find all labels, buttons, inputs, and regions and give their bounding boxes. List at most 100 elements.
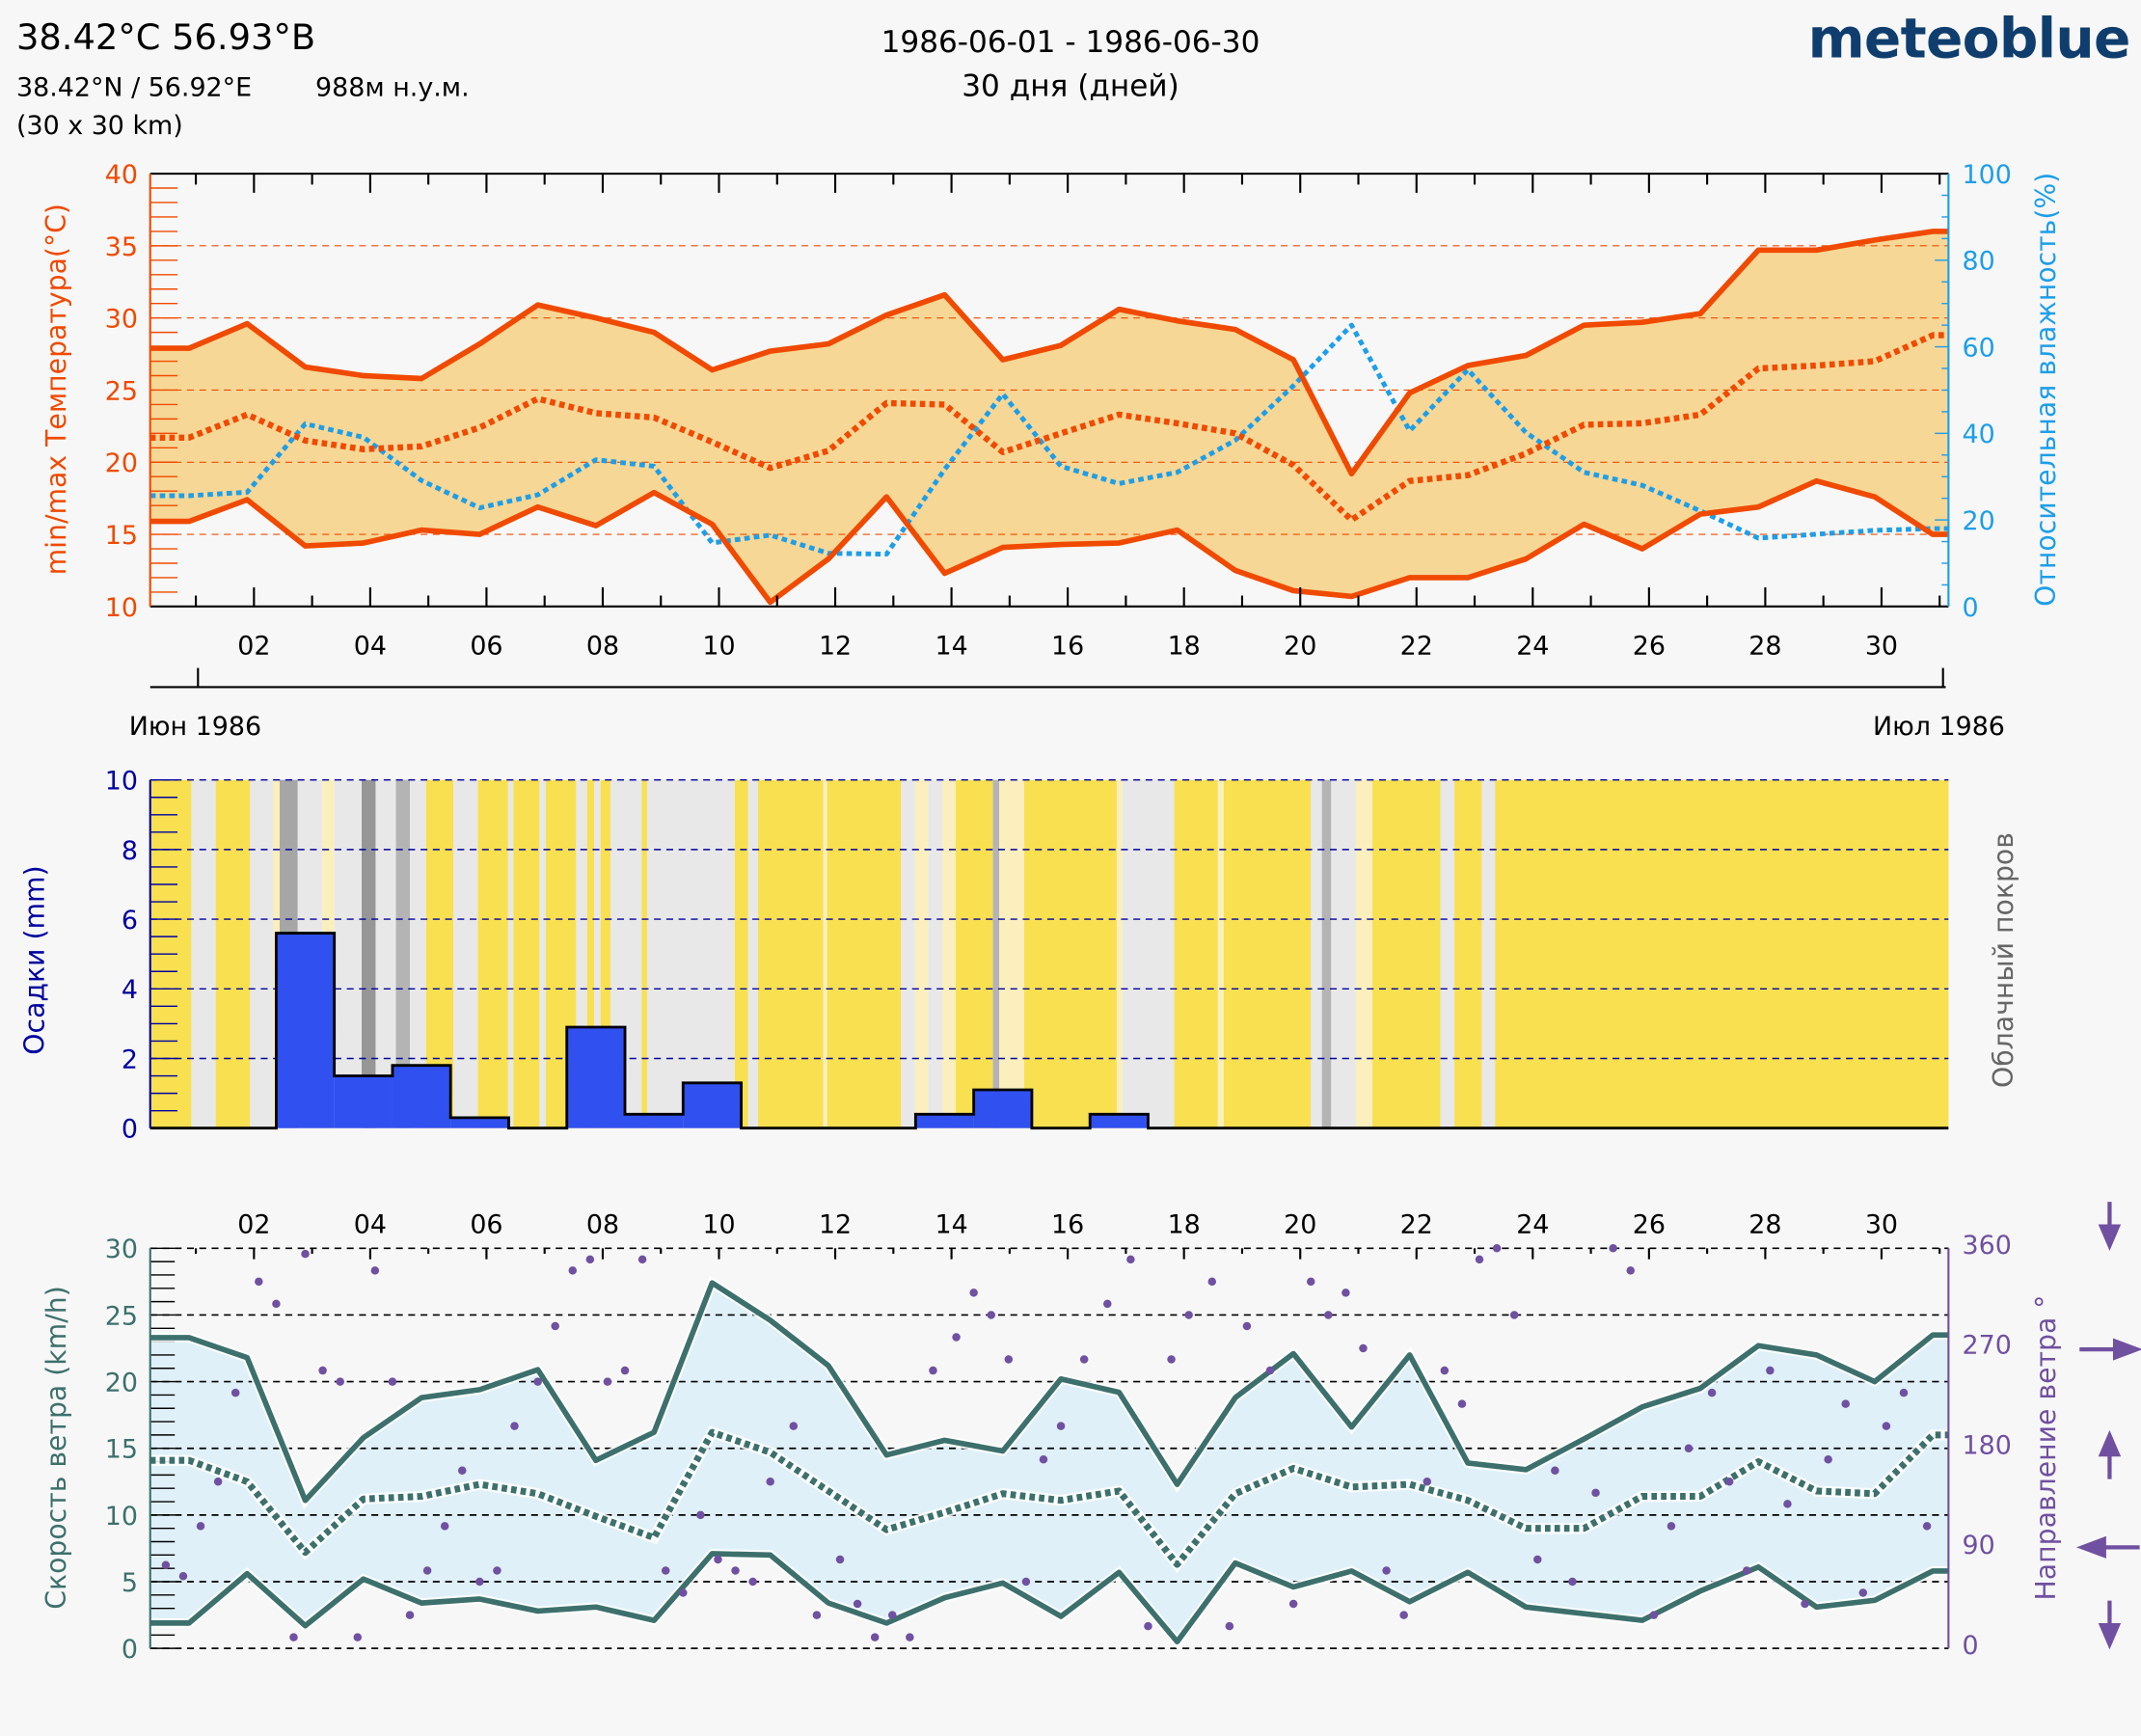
- cloud-cover-band: [395, 779, 411, 1128]
- wind-direction-point: [1766, 1366, 1775, 1375]
- cloud-cover-band: [1481, 779, 1496, 1128]
- cloud-cover-band: [1174, 779, 1218, 1128]
- wind-mean-line: [149, 1428, 1949, 1568]
- y-tick-label: 0: [122, 1635, 138, 1665]
- x-tick-label: 06: [470, 1210, 502, 1240]
- wind-direction-point: [1306, 1277, 1315, 1287]
- cloud-cover-band: [1116, 779, 1123, 1128]
- wind-direction-point: [301, 1249, 310, 1259]
- cloud-cover-band: [507, 779, 514, 1128]
- arrow-up-icon: [2098, 1429, 2122, 1479]
- x-tick-label: 26: [1633, 631, 1666, 661]
- cloud-cover-band: [513, 779, 540, 1128]
- coordinates: 38.42°N / 56.92°E: [16, 72, 252, 102]
- x-tick-label: 18: [1168, 631, 1201, 661]
- x-tick-label: 10: [702, 1210, 735, 1240]
- wind-direction-point: [1707, 1388, 1717, 1397]
- y-axis-title: Осадки (mm): [18, 865, 50, 1054]
- precipitation-cloud-chart: 0 2 4 6 8 10 Осадки (mm) Облачный покров: [18, 767, 2019, 1145]
- wind-direction-point: [1533, 1555, 1542, 1564]
- wind-direction-point: [929, 1366, 937, 1375]
- y-tick-label: 0: [122, 1115, 138, 1145]
- cloud-cover-band: [594, 779, 601, 1128]
- wind-direction-point: [1492, 1244, 1502, 1253]
- cloud-cover-band: [1223, 779, 1312, 1128]
- wind-direction-point: [952, 1333, 961, 1342]
- cloud-cover-band: [914, 779, 929, 1128]
- x-tick-label: 08: [586, 631, 619, 661]
- wind-direction-point: [620, 1366, 630, 1375]
- cloud-cover-band: [1495, 779, 1949, 1128]
- y2-axis-title: Направление ветра °: [2030, 1295, 2062, 1601]
- y-tick-label: 35: [105, 232, 138, 262]
- cloud-cover-band: [1372, 779, 1441, 1128]
- wind-direction-point: [1667, 1522, 1676, 1531]
- y2-tick-label: 180: [1963, 1430, 2012, 1460]
- location-title: 38.42°С 56.93°В: [16, 16, 315, 58]
- cloud-cover-band: [539, 779, 547, 1128]
- y-tick-label: 15: [105, 521, 138, 551]
- wind-direction-point: [835, 1555, 845, 1564]
- wind-direction-point: [510, 1422, 519, 1430]
- y-tick-label: 10: [105, 593, 138, 623]
- precipitation-bar: [334, 1075, 393, 1128]
- wind-direction-point: [1021, 1577, 1031, 1587]
- cloud-cover-band: [1331, 779, 1356, 1128]
- date-range: 1986-06-01 - 1986-06-30: [881, 25, 1260, 60]
- cloud-cover-band: [999, 779, 1025, 1128]
- wind-direction-point: [1457, 1399, 1467, 1408]
- cloud-cover-band: [586, 779, 595, 1128]
- arrow-left-icon: [2076, 1535, 2140, 1559]
- wind-direction-point: [458, 1466, 467, 1476]
- x-tick-label: 30: [1865, 1210, 1898, 1240]
- wind-direction-point: [568, 1266, 578, 1275]
- wind-direction-point: [196, 1522, 205, 1531]
- cloud-cover-band: [361, 779, 376, 1128]
- cloud-cover-band: [375, 779, 396, 1128]
- x-tick-label: 28: [1748, 631, 1781, 661]
- wind-direction-point: [213, 1478, 223, 1486]
- y-axis-title: Скорость ветра (km/h): [41, 1286, 72, 1610]
- y-tick-label: 20: [105, 1368, 138, 1397]
- wind-direction-point: [1359, 1343, 1368, 1353]
- temp-min-line: [149, 477, 1949, 606]
- x-tick-label: 22: [1400, 1210, 1433, 1240]
- cloud-cover-band: [1355, 779, 1373, 1128]
- wind-direction-point: [1144, 1621, 1152, 1631]
- cloud-cover-band: [1217, 779, 1224, 1128]
- x-tick-label: 12: [819, 1210, 852, 1240]
- wind-direction-point: [1242, 1321, 1252, 1331]
- x-tick-label: 16: [1051, 631, 1084, 661]
- wind-direction-point: [679, 1588, 688, 1597]
- wind-direction-point: [1288, 1599, 1298, 1609]
- wind-direction-point: [766, 1478, 774, 1486]
- wind-direction-point: [1079, 1355, 1089, 1364]
- month-label: Июн 1986: [129, 712, 261, 742]
- month-label: Июл 1986: [1873, 712, 2005, 742]
- wind-direction-point: [1207, 1277, 1217, 1287]
- y-tick-label: 40: [105, 160, 138, 190]
- wind-direction-point: [1324, 1311, 1333, 1319]
- wind-direction-point: [1824, 1454, 1832, 1464]
- x-tick-label: 24: [1516, 1210, 1549, 1240]
- y2-axis-title: Относительная влажность(%): [2030, 173, 2062, 607]
- wind-direction-point: [1265, 1366, 1275, 1375]
- wind-direction-point: [1225, 1621, 1234, 1631]
- meteoblue-logo[interactable]: meteoblue: [1808, 8, 2131, 71]
- precipitation-bar: [973, 1089, 1032, 1128]
- wind-direction-point: [696, 1510, 705, 1520]
- precipitation-bar: [1090, 1114, 1149, 1128]
- y-tick-label: 10: [105, 1502, 138, 1532]
- x-tick-label: 04: [354, 631, 387, 661]
- wind-direction-point: [731, 1566, 740, 1575]
- cloud-cover-band: [1454, 779, 1482, 1128]
- cloud-cover-band: [1311, 779, 1322, 1128]
- cloud-cover-band: [477, 779, 508, 1128]
- wind-direction-point: [1649, 1611, 1659, 1619]
- y-tick-label: 8: [122, 836, 138, 866]
- wind-direction-point: [585, 1255, 595, 1264]
- wind-direction-point: [853, 1599, 862, 1609]
- wind-direction-point: [161, 1560, 171, 1569]
- arrow-down-icon: [2098, 1202, 2122, 1251]
